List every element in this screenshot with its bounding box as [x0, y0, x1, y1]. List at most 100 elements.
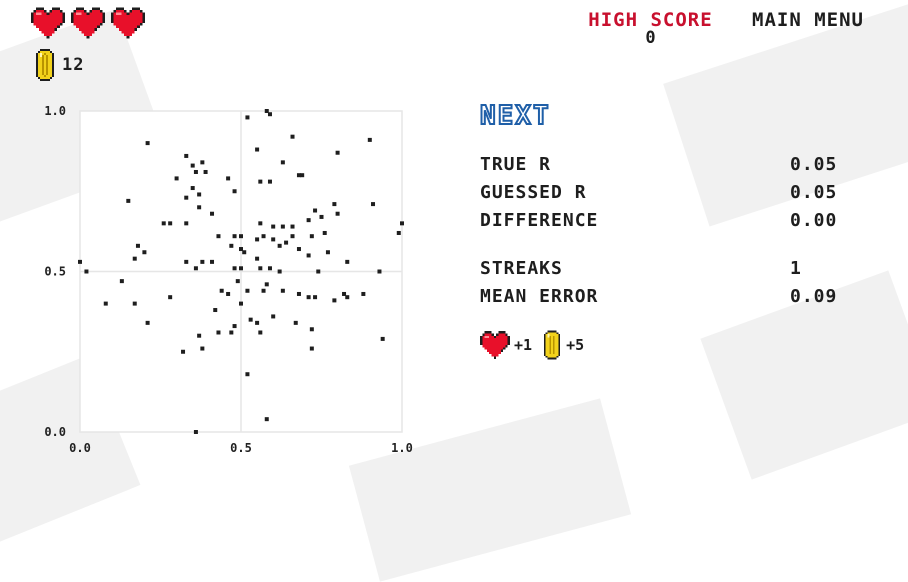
data-point — [335, 211, 340, 216]
data-point — [245, 288, 250, 293]
data-point — [264, 282, 269, 287]
data-point — [168, 221, 173, 226]
data-point — [216, 234, 221, 239]
data-point — [261, 234, 266, 239]
data-point — [232, 324, 237, 329]
data-point — [184, 195, 189, 200]
stat-label: DIFFERENCE — [480, 209, 599, 231]
data-point — [267, 179, 272, 184]
data-point — [332, 298, 337, 303]
data-point — [271, 237, 276, 242]
data-point — [316, 269, 321, 274]
coin-icon — [543, 330, 561, 360]
y-tick-label: 1.0 — [44, 104, 66, 118]
reward-display: +1 +5 — [480, 330, 584, 360]
data-point — [264, 109, 269, 113]
data-point — [296, 247, 301, 252]
data-point — [255, 320, 260, 325]
data-point — [193, 169, 198, 174]
data-point — [284, 240, 289, 245]
data-point — [255, 237, 260, 242]
next-button[interactable]: NEXT — [479, 100, 551, 132]
stat-label: STREAKS — [480, 257, 563, 279]
data-point — [380, 336, 385, 341]
data-point — [280, 224, 285, 229]
stat-label: TRUE R — [480, 153, 552, 175]
data-point — [296, 173, 301, 178]
data-point — [239, 234, 243, 239]
heart-icon — [31, 7, 65, 39]
data-point — [271, 224, 276, 229]
data-point — [290, 134, 295, 139]
data-point — [239, 247, 243, 252]
data-point — [239, 266, 243, 271]
data-point — [313, 295, 318, 300]
data-point — [367, 137, 372, 142]
data-point — [168, 295, 173, 300]
stat-value: 0.05 — [790, 181, 838, 203]
data-point — [213, 308, 218, 313]
main-menu-button[interactable]: MAIN MENU — [752, 9, 864, 31]
data-point — [280, 288, 285, 293]
data-point — [267, 266, 272, 271]
high-score-label: HIGH SCORE — [588, 9, 713, 31]
data-point — [190, 163, 195, 168]
data-point — [345, 259, 350, 264]
data-point — [277, 269, 282, 274]
coin-icon — [36, 49, 54, 81]
data-point — [200, 346, 205, 351]
x-tick-label: 0.5 — [230, 441, 252, 455]
data-point — [271, 314, 276, 319]
data-point — [145, 141, 150, 146]
data-point — [229, 243, 234, 248]
stat-difference: DIFFERENCE 0.00 — [480, 206, 850, 234]
data-point — [132, 301, 137, 306]
data-point — [258, 221, 263, 226]
stat-value: 0.00 — [790, 209, 838, 231]
data-point — [335, 150, 340, 155]
data-point — [219, 288, 224, 293]
data-point — [142, 250, 147, 255]
data-point — [322, 230, 327, 235]
data-point — [239, 301, 243, 306]
reward-hearts: +1 — [514, 336, 533, 354]
stat-label: GUESSED R — [480, 181, 587, 203]
data-point — [203, 169, 208, 174]
data-point — [200, 259, 205, 264]
data-point — [255, 256, 260, 261]
data-point — [290, 234, 295, 239]
data-point — [261, 288, 266, 293]
coin-counter: 12 — [34, 49, 84, 81]
reward-coins: +5 — [566, 336, 585, 354]
data-point — [290, 224, 295, 229]
data-point — [84, 269, 89, 274]
data-point — [296, 291, 301, 296]
data-point — [197, 205, 202, 210]
data-point — [232, 266, 237, 271]
high-score-value: 0 — [645, 28, 656, 48]
data-point — [245, 115, 250, 120]
stat-value: 0.05 — [790, 153, 838, 175]
data-point — [342, 291, 347, 296]
data-point — [103, 301, 108, 306]
data-point — [235, 279, 240, 284]
data-point — [78, 259, 82, 264]
data-point — [210, 259, 215, 264]
data-point — [396, 230, 401, 235]
data-point — [313, 208, 318, 213]
data-point — [226, 291, 231, 296]
data-point — [377, 269, 382, 274]
data-point — [309, 346, 314, 351]
data-point — [197, 333, 202, 338]
data-point — [267, 112, 272, 117]
data-point — [193, 266, 198, 271]
data-point — [258, 179, 263, 184]
data-point — [319, 214, 324, 219]
data-point — [229, 330, 234, 335]
stat-true-r: TRUE R 0.05 — [480, 150, 850, 178]
stat-guessed-r: GUESSED R 0.05 — [480, 178, 850, 206]
data-point — [361, 291, 366, 296]
data-point — [197, 192, 202, 197]
heart-icon — [480, 331, 510, 359]
stat-value: 1 — [790, 257, 802, 279]
